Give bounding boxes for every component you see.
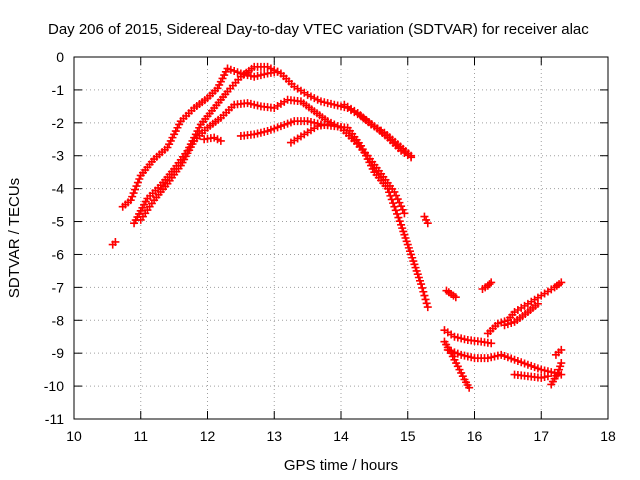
data-series — [108, 62, 566, 392]
x-tick-label: 10 — [66, 428, 82, 444]
y-tick-label: -4 — [52, 181, 65, 197]
data-point — [128, 192, 137, 201]
series-arc-19 — [551, 345, 566, 359]
chart-title: Day 206 of 2015, Sidereal Day-to-day VTE… — [48, 21, 589, 38]
data-point — [423, 303, 432, 312]
data-point — [419, 287, 428, 296]
y-tick-label: -10 — [44, 378, 64, 394]
series-arc-1 — [108, 237, 120, 249]
data-point — [394, 213, 403, 222]
data-point — [418, 283, 427, 292]
y-tick-label: 0 — [56, 49, 64, 65]
x-tick-label: 13 — [266, 428, 282, 444]
data-point — [451, 293, 460, 302]
data-point — [395, 217, 404, 226]
data-point — [216, 136, 225, 145]
data-point — [132, 182, 141, 191]
axis-ticks — [73, 56, 609, 420]
series-arc-9 — [420, 212, 432, 228]
y-tick-label: -11 — [45, 411, 64, 427]
data-point — [487, 339, 496, 348]
data-point — [407, 151, 416, 160]
series-arc-16 — [500, 299, 542, 330]
data-point — [557, 359, 566, 368]
data-point — [111, 237, 120, 246]
series-arc-11 — [440, 326, 496, 348]
x-tick-label: 14 — [333, 428, 349, 444]
series-arc-17 — [510, 370, 552, 382]
data-point — [543, 372, 552, 381]
data-point — [389, 199, 398, 208]
data-point — [465, 383, 474, 392]
x-tick-label: 18 — [600, 428, 616, 444]
data-point — [397, 202, 406, 211]
series-arc-10 — [442, 286, 460, 302]
data-point — [398, 205, 407, 214]
x-tick-label: 17 — [533, 428, 549, 444]
data-point — [383, 184, 392, 193]
data-point — [133, 178, 142, 187]
series-arc-13 — [443, 345, 566, 379]
y-tick-label: -9 — [52, 345, 65, 361]
data-point — [422, 299, 431, 308]
data-point — [421, 295, 430, 304]
y-tick-label: -3 — [52, 148, 65, 164]
data-point — [393, 209, 402, 218]
y-tick-label: -7 — [52, 279, 65, 295]
data-point — [400, 209, 409, 218]
y-axis-label: SDTVAR / TECUs — [6, 178, 23, 298]
data-point — [417, 280, 426, 289]
series-arc-14 — [478, 278, 496, 294]
data-point — [391, 206, 400, 215]
y-tick-label: -2 — [52, 115, 65, 131]
data-point — [385, 188, 394, 197]
x-tick-label: 12 — [200, 428, 216, 444]
data-point — [135, 174, 144, 183]
y-tick-label: -6 — [52, 246, 65, 262]
data-point — [420, 291, 429, 300]
series-arc-3 — [130, 62, 416, 228]
x-axis-label: GPS time / hours — [284, 457, 398, 474]
x-tick-label: 11 — [133, 428, 148, 444]
data-point — [557, 345, 566, 354]
series-arc-7 — [286, 120, 332, 147]
data-point — [533, 299, 542, 308]
data-point — [487, 278, 496, 287]
data-point — [485, 280, 494, 289]
data-point — [387, 195, 396, 204]
y-tick-label: -1 — [52, 82, 65, 98]
tick-labels: 10 11 12 13 14 15 16 17 18 0 -1 -2 -3 -4 -5 -6 -7 -8 -9 -10… — [44, 49, 616, 444]
data-point — [323, 120, 332, 129]
series-arc-18 — [547, 359, 566, 389]
data-point — [390, 202, 399, 211]
data-point — [126, 196, 135, 205]
x-tick-label: 15 — [400, 428, 416, 444]
x-tick-label: 16 — [467, 428, 483, 444]
data-point — [557, 278, 566, 287]
data-point — [423, 219, 432, 228]
data-point — [129, 189, 138, 198]
y-tick-label: -8 — [52, 312, 65, 328]
series-arc-4 — [136, 95, 409, 224]
data-point — [131, 185, 140, 194]
series-arc-6 — [236, 117, 432, 312]
y-tick-label: -5 — [52, 214, 65, 230]
data-point — [386, 191, 395, 200]
series-arc-5 — [200, 133, 225, 145]
series-arc-8 — [340, 100, 416, 160]
